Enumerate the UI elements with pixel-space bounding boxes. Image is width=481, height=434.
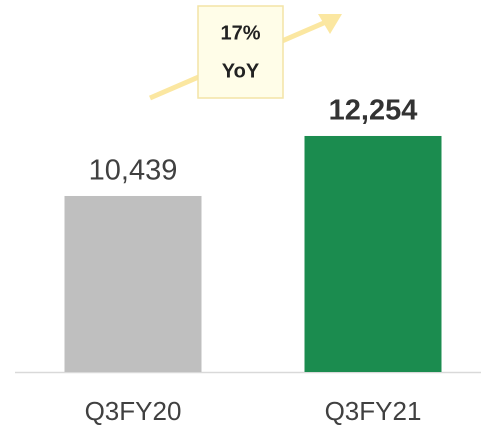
bar — [64, 195, 202, 372]
annotation-box — [197, 5, 284, 99]
annotation-line: YoY — [222, 60, 260, 82]
value-label: 10,439 — [89, 155, 178, 187]
annotation-line: 17% — [220, 22, 260, 44]
bar — [304, 135, 442, 372]
x-tick-label: Q3FY20 — [85, 396, 182, 426]
value-label: 12,254 — [329, 95, 418, 127]
x-tick-label: Q3FY21 — [325, 396, 422, 426]
arrow-head — [318, 14, 342, 34]
